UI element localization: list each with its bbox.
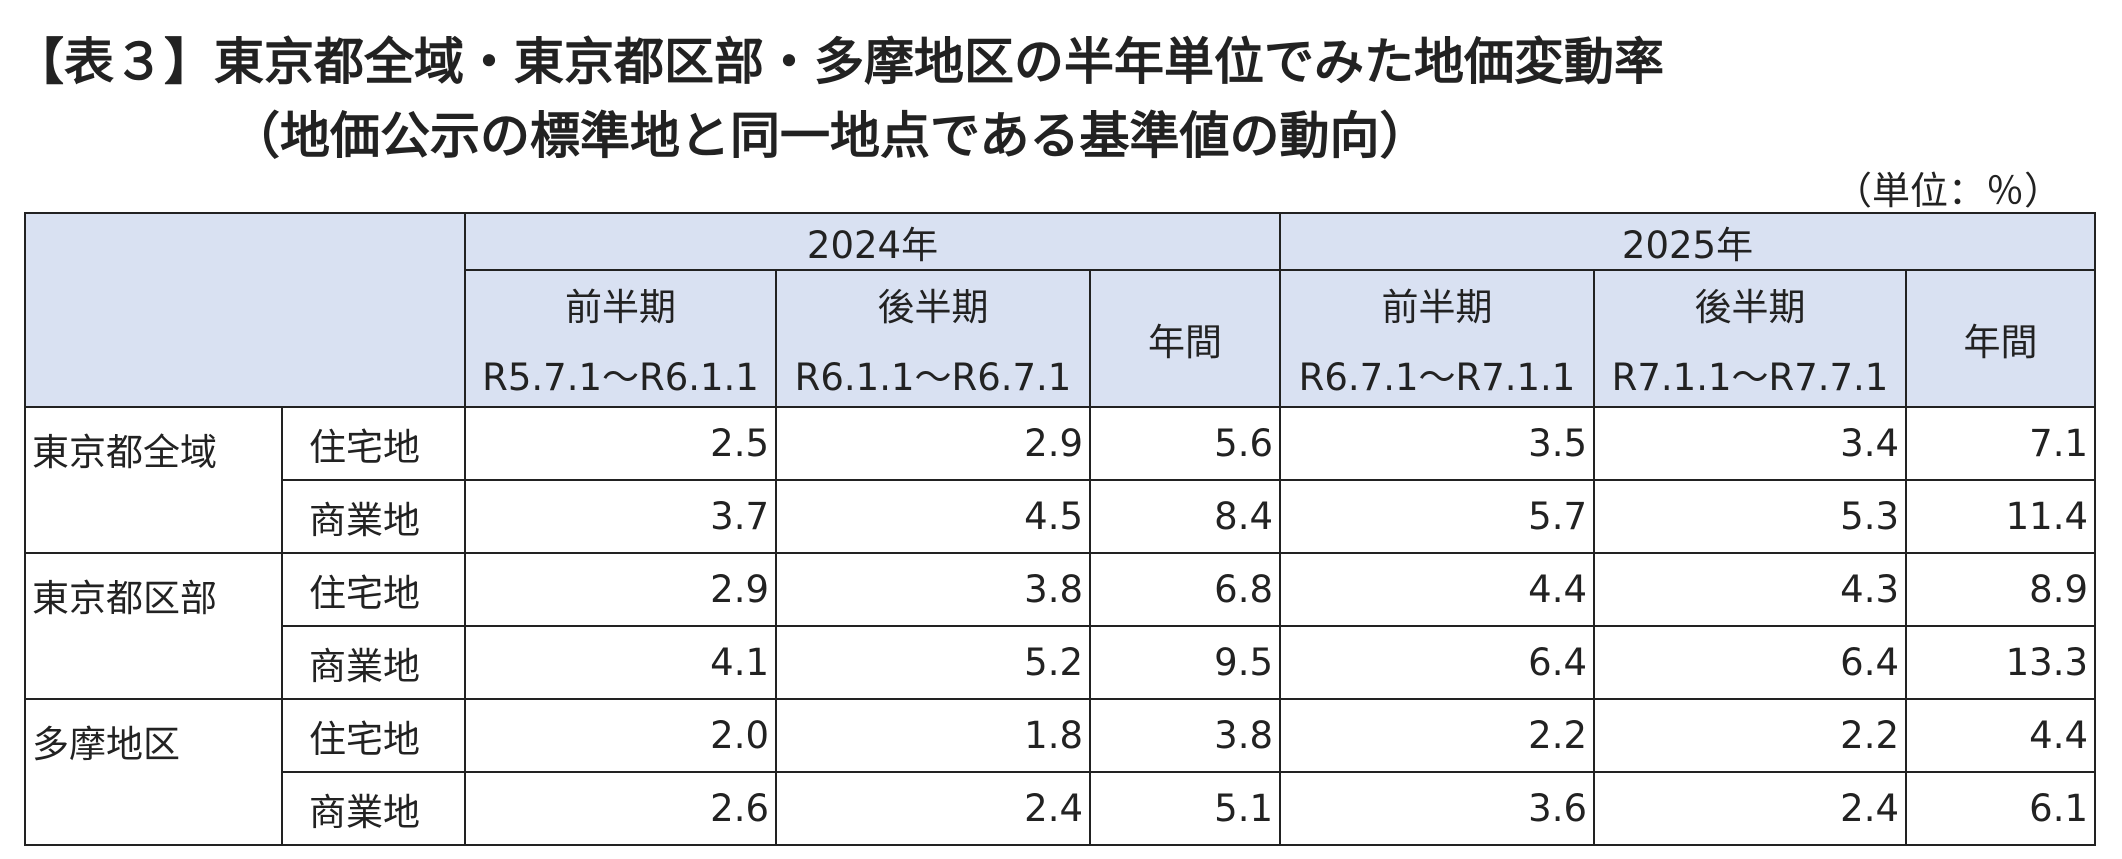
corner-cell — [24, 212, 466, 408]
region-cell: 多摩地区 — [24, 698, 283, 846]
value-cell: 3.7 — [464, 479, 777, 554]
period-name: 後半期 — [877, 285, 989, 329]
data-row: 東京都全域 住宅地 2.5 2.9 5.6 3.5 3.4 7.1 — [24, 406, 2096, 554]
year-header: 2025年 — [1279, 212, 2096, 271]
value-cell: 4.3 — [1593, 552, 1907, 627]
value-cell: 5.3 — [1593, 479, 1907, 554]
period-range: R5.7.1～R6.1.1 — [482, 355, 759, 399]
period-header: 前半期 R6.7.1～R7.1.1 — [1279, 269, 1595, 408]
period-name: 年間 — [1963, 320, 2038, 364]
region-cell: 東京都全域 — [24, 406, 283, 554]
value-cell: 6.4 — [1279, 625, 1595, 700]
data-row: 東京都区部 住宅地 2.9 3.8 6.8 4.4 4.3 8.9 — [24, 552, 2096, 700]
value-cell: 4.1 — [464, 625, 777, 700]
land-type: 住宅地 — [281, 698, 466, 773]
period-range: R6.1.1～R6.7.1 — [794, 355, 1072, 399]
value-cell: 9.5 — [1089, 625, 1281, 700]
value-cell: 2.4 — [1593, 771, 1907, 846]
subtitle: （地価公示の標準地と同一地点である基準値の動向） — [230, 107, 1430, 165]
value-cell: 4.5 — [775, 479, 1091, 554]
value-cell: 6.4 — [1593, 625, 1907, 700]
value-cell: 13.3 — [1905, 625, 2096, 700]
value-cell: 2.9 — [464, 552, 777, 627]
value-cell: 2.2 — [1593, 698, 1907, 773]
value-cell: 3.6 — [1279, 771, 1595, 846]
period-header: 前半期 R5.7.1～R6.1.1 — [464, 269, 777, 408]
value-cell: 5.6 — [1089, 406, 1281, 481]
land-type: 住宅地 — [281, 552, 466, 627]
value-cell: 3.8 — [775, 552, 1091, 627]
land-type: 商業地 — [281, 479, 466, 554]
value-cell: 8.4 — [1089, 479, 1281, 554]
region-cell: 東京都区部 — [24, 552, 283, 700]
period-name: 後半期 — [1694, 285, 1806, 329]
value-cell: 1.8 — [775, 698, 1091, 773]
value-cell: 2.2 — [1279, 698, 1595, 773]
period-header: 年間 — [1905, 269, 2096, 408]
period-range: R6.7.1～R7.1.1 — [1298, 355, 1576, 399]
period-header: 後半期 R7.1.1～R7.7.1 — [1593, 269, 1907, 408]
data-table: 2024年 2025年 前半期 R5.7.1～R6.1.1 後半期 R6.1.1～R6.7… — [24, 212, 2096, 846]
period-header: 年間 — [1089, 269, 1281, 408]
value-cell: 5.7 — [1279, 479, 1595, 554]
period-name: 前半期 — [565, 285, 676, 329]
land-type: 住宅地 — [281, 406, 466, 481]
data-row: 商業地 2.6 2.4 5.1 3.6 2.4 6.1 — [25, 771, 2096, 846]
land-type: 商業地 — [281, 625, 466, 700]
value-cell: 4.4 — [1279, 552, 1595, 627]
value-cell: 8.9 — [1905, 552, 2096, 627]
year-header: 2024年 — [464, 212, 1281, 271]
value-cell: 2.9 — [775, 406, 1091, 481]
period-range: R7.1.1～R7.7.1 — [1611, 355, 1889, 399]
value-cell: 2.4 — [775, 771, 1091, 846]
value-cell: 3.8 — [1089, 698, 1281, 773]
header-row: 前半期 R5.7.1～R6.1.1 後半期 R6.1.1～R6.7.1 年間 前半期 R6.… — [25, 269, 2096, 408]
value-cell: 5.2 — [775, 625, 1091, 700]
data-row: 商業地 4.1 5.2 9.5 6.4 6.4 13.3 — [25, 625, 2096, 700]
value-cell: 6.8 — [1089, 552, 1281, 627]
period-name: 前半期 — [1381, 285, 1493, 329]
period-name: 年間 — [1148, 320, 1222, 364]
header-row: 2024年 2025年 — [24, 212, 2096, 408]
period-header: 後半期 R6.1.1～R6.7.1 — [775, 269, 1091, 408]
value-cell: 2.5 — [464, 406, 777, 481]
value-cell: 3.4 — [1593, 406, 1907, 481]
value-cell: 4.4 — [1905, 698, 2096, 773]
value-cell: 7.1 — [1905, 406, 2096, 481]
value-cell: 5.1 — [1089, 771, 1281, 846]
title: 【表３】東京都全域・東京都区部・多摩地区の半年単位でみた地価変動率 — [14, 33, 1664, 91]
value-cell: 3.5 — [1279, 406, 1595, 481]
value-cell: 6.1 — [1905, 771, 2096, 846]
land-type: 商業地 — [281, 771, 466, 846]
value-cell: 11.4 — [1905, 479, 2096, 554]
value-cell: 2.6 — [464, 771, 777, 846]
value-cell: 2.0 — [464, 698, 777, 773]
data-row: 多摩地区 住宅地 2.0 1.8 3.8 2.2 2.2 4.4 — [24, 698, 2096, 846]
data-row: 商業地 3.7 4.5 8.4 5.7 5.3 11.4 — [25, 479, 2096, 554]
unit-label: （単位：％） — [1833, 169, 2062, 213]
